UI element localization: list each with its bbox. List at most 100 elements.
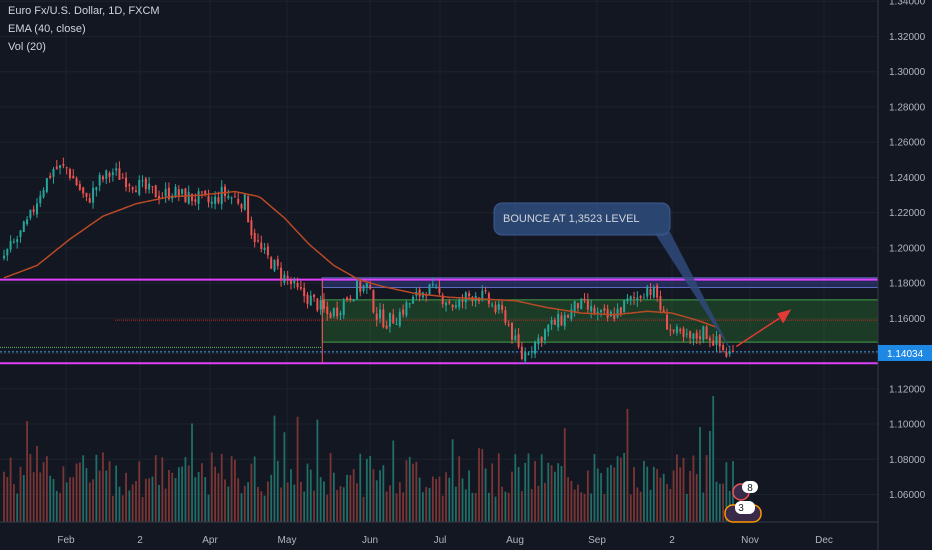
ema-legend[interactable]: EMA (40, close)	[8, 23, 86, 35]
candle-body	[342, 299, 345, 315]
volume-bar	[204, 477, 207, 522]
candle-body	[138, 180, 141, 195]
volume-bar	[692, 455, 695, 522]
volume-bar	[702, 492, 705, 522]
candle-body	[557, 314, 560, 328]
candle-body	[263, 247, 266, 250]
volume-bar	[42, 462, 45, 522]
volume-bar	[369, 455, 372, 522]
volume-bar	[349, 475, 352, 522]
volume-bar	[283, 432, 286, 522]
candle-body	[29, 210, 32, 218]
volume-bar	[49, 475, 52, 522]
volume-bar	[323, 481, 325, 522]
volume-bar	[12, 484, 15, 522]
arrow-shaft	[735, 317, 780, 348]
candle-body	[210, 201, 213, 204]
volume-bar	[174, 478, 177, 522]
volume-bar	[372, 469, 375, 522]
candle-body	[59, 165, 62, 169]
volume-bar	[580, 492, 583, 522]
candle-body	[108, 173, 111, 177]
candle-body	[92, 187, 95, 203]
volume-bar	[187, 465, 190, 522]
volume-bar	[270, 474, 273, 522]
volume-bar	[530, 489, 533, 522]
candle-body	[16, 239, 19, 243]
candle-body	[616, 308, 619, 318]
volume-bar	[560, 466, 563, 522]
volume-bar	[418, 477, 421, 522]
volume-bar	[603, 494, 606, 522]
candle-body	[266, 246, 269, 256]
candle-body	[530, 351, 533, 353]
volume-bar	[108, 461, 111, 522]
price-tick-label: 1.30000	[889, 67, 926, 78]
volume-bar	[445, 472, 447, 522]
volume-bar	[118, 486, 121, 522]
candle-body	[72, 175, 75, 179]
candle-body	[471, 296, 474, 302]
volume-bar	[511, 471, 513, 522]
candle-body	[355, 280, 358, 300]
candle-body	[270, 257, 273, 269]
volume-bar	[342, 487, 345, 522]
volume-bar	[164, 488, 167, 522]
candle-body	[273, 260, 276, 271]
candle-body	[286, 275, 289, 279]
volume-bar	[201, 463, 203, 522]
volume-bar	[567, 477, 569, 522]
candle-body	[339, 312, 342, 315]
volume-bar	[92, 479, 94, 522]
candle-body	[372, 290, 375, 313]
candle-body	[662, 310, 665, 313]
volume-bar	[689, 470, 692, 522]
badge-2-count: 3	[738, 503, 744, 514]
green-zone-box	[321, 299, 879, 343]
candle-body	[134, 190, 137, 193]
candle-body	[507, 323, 510, 325]
candle-body	[425, 295, 428, 297]
volume-bar	[9, 457, 12, 522]
candle-body	[639, 295, 642, 298]
candle-body	[214, 196, 217, 204]
candle-body	[22, 221, 25, 233]
volume-bar	[138, 461, 141, 522]
volume-bar	[313, 490, 315, 522]
volume-bar	[629, 494, 632, 522]
candle-body	[88, 198, 91, 203]
volume-bar	[197, 472, 200, 522]
candle-body	[283, 274, 286, 283]
volume-bar	[194, 477, 197, 522]
volume-bar	[491, 463, 494, 522]
candle-body	[418, 289, 421, 297]
candle-body	[260, 242, 263, 250]
candle-body	[514, 335, 517, 341]
volume-bar	[583, 493, 586, 522]
candle-body	[306, 294, 309, 304]
candle-body	[412, 296, 415, 304]
volume-legend[interactable]: Vol (20)	[8, 41, 46, 53]
volume-bar	[626, 408, 629, 522]
candle-body	[105, 170, 108, 179]
volume-bar	[725, 462, 728, 522]
price-tick-label: 1.34000	[889, 0, 926, 8]
volume-bar	[98, 470, 101, 522]
volume-bar	[534, 461, 536, 522]
volume-bar	[685, 493, 688, 522]
candle-body	[65, 167, 68, 169]
annotation-callout[interactable]	[493, 202, 734, 356]
volume-bar	[662, 473, 665, 522]
volume-bar	[45, 456, 48, 522]
candle-body	[359, 281, 362, 292]
indicator-badges[interactable]: 83	[724, 481, 762, 523]
volume-bar	[316, 419, 319, 522]
candlesticks	[3, 157, 734, 364]
candle-body	[125, 177, 128, 188]
arrow-head	[777, 309, 792, 324]
volume-bar	[39, 472, 42, 522]
projection-arrow[interactable]	[735, 309, 792, 348]
candle-body	[115, 168, 118, 171]
volume-bar	[220, 453, 223, 522]
